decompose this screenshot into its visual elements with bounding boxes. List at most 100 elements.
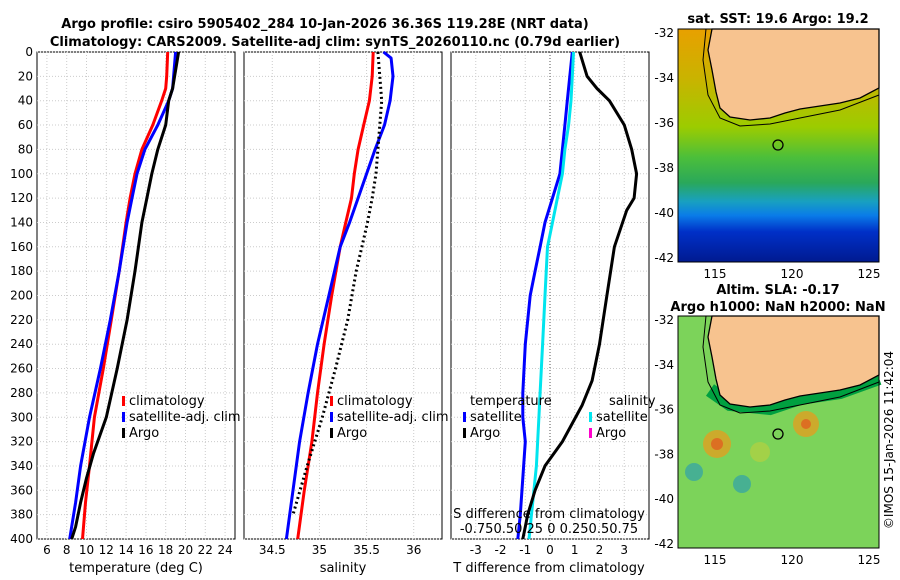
temperature-xlabel: temperature (deg C) <box>69 561 203 576</box>
difference-xlabel: T difference from climatology <box>452 561 645 576</box>
salinity-xlabel: salinity <box>320 561 367 576</box>
legend-swatch-satellite <box>122 412 125 422</box>
sla-anomaly <box>801 419 811 429</box>
y-tick-label: 60 <box>18 118 33 132</box>
x-tick-label: 14 <box>118 543 133 557</box>
map-y-tick-label: -42 <box>654 537 674 551</box>
legend-title-salinity: salinity <box>609 394 656 409</box>
y-tick-label: 340 <box>10 459 33 473</box>
legend-swatch-argo <box>122 428 125 438</box>
map-y-tick-label: -32 <box>654 313 674 327</box>
x-tick-label: 2 <box>596 543 604 557</box>
legend-label-argo: Argo <box>129 426 159 441</box>
map-x-tick-label: 120 <box>781 553 804 567</box>
difference-top-label: S difference from climatology <box>453 507 645 522</box>
x-tick-label: 6 <box>43 543 51 557</box>
y-tick-label: 220 <box>10 313 33 327</box>
sla-map-frame <box>677 315 880 549</box>
sla-map-title-line1: Altim. SLA: -0.17 <box>716 283 839 298</box>
y-tick-label: 200 <box>10 289 33 303</box>
y-tick-label: 40 <box>18 94 33 108</box>
legend-swatch-satellite <box>330 412 333 422</box>
map-x-tick-label: 115 <box>704 267 727 281</box>
y-tick-label: 100 <box>10 167 33 181</box>
grid-layer <box>37 51 649 540</box>
depth-contour <box>702 28 880 127</box>
sla-map-title-line2: Argo h1000: NaN h2000: NaN <box>670 300 885 315</box>
legend-title-temperature: temperature <box>470 394 552 409</box>
map-y-tick-label: -40 <box>654 492 674 506</box>
argo-position-marker <box>772 428 784 440</box>
argo-position-marker <box>772 139 784 151</box>
figure-title-line1: Argo profile: csiro 5905402_284 10-Jan-2… <box>61 17 588 32</box>
y-tick-label: 120 <box>10 191 33 205</box>
map-x-tick-label: 125 <box>858 553 881 567</box>
series-line-satellite-salinity- <box>527 51 575 540</box>
temperature-legend: climatology satellite-adj. clim Argo <box>122 394 241 441</box>
y-tick-label: 140 <box>10 215 33 229</box>
map-y-tick-label: -34 <box>654 71 674 85</box>
series-line-climatology <box>296 51 375 540</box>
legend-swatch-climatology <box>122 396 125 406</box>
sla-anomaly <box>711 438 723 450</box>
y-tick-label: 320 <box>10 435 33 449</box>
series-line-argo <box>70 51 181 540</box>
legend-swatch-sal-argo <box>589 428 592 438</box>
series-line-argo-temperature- <box>521 51 639 540</box>
map-y-tick-label: -38 <box>654 161 674 175</box>
map-x-tick-label: 120 <box>781 267 804 281</box>
imos-credit: ©IMOS 15-Jan-2026 11:42:04 <box>882 351 896 529</box>
x-tick-label: 3 <box>620 543 628 557</box>
y-tick-label: 300 <box>10 410 33 424</box>
sst-map-ticks: 115 120 125 -32 -34 -36 -38 -40 -42 <box>654 26 880 281</box>
map-y-tick-label: -40 <box>654 206 674 220</box>
legend-label-satellite: satellite-adj. clim <box>129 410 241 425</box>
legend-label-temp-argo: Argo <box>470 426 500 441</box>
legend-swatch-sal-satellite <box>589 412 592 422</box>
sst-map-title: sat. SST: 19.6 Argo: 19.2 <box>687 12 868 27</box>
x-tick-label: 22 <box>198 543 213 557</box>
series-line-satellite-temperature- <box>516 51 574 540</box>
map-x-tick-label: 115 <box>704 553 727 567</box>
y-tick-label: 280 <box>10 386 33 400</box>
y-tick-label: 80 <box>18 142 33 156</box>
legend-label-climatology: climatology <box>337 394 413 409</box>
legend-label-temp-satellite: satellite <box>470 410 522 425</box>
difference-legend: temperature satellite Argo salinity sate… <box>463 394 656 441</box>
map-y-tick-label: -36 <box>654 116 674 130</box>
y-tick-label: 180 <box>10 264 33 278</box>
x-tick-label: -1 <box>519 543 531 557</box>
sla-map-ticks: 115 120 125 -32 -34 -36 -38 -40 -42 <box>654 313 880 567</box>
depth-contour <box>702 315 880 414</box>
y-tick-label: 400 <box>10 532 33 546</box>
x-tick-label: 18 <box>158 543 173 557</box>
y-tick-label: 160 <box>10 240 33 254</box>
y-tick-label: 0 <box>25 45 33 59</box>
legend-swatch-argo <box>330 428 333 438</box>
land-mass <box>707 28 880 121</box>
sla-anomaly <box>685 463 703 481</box>
x-tick-label: -2 <box>495 543 507 557</box>
legend-swatch-temp-satellite <box>463 412 466 422</box>
legend-label-sal-satellite: satellite <box>596 410 648 425</box>
figure-title-line2: Climatology: CARS2009. Satellite-adj cli… <box>50 35 620 50</box>
legend-swatch-temp-argo <box>463 428 466 438</box>
map-y-tick-label: -34 <box>654 358 674 372</box>
series-layer <box>68 50 639 540</box>
y-tick-label: 380 <box>10 508 33 522</box>
x-tick-label: -3 <box>470 543 482 557</box>
map-y-tick-label: -32 <box>654 26 674 40</box>
x-tick-label: 1 <box>571 543 579 557</box>
x-tick-label: 0 <box>546 543 554 557</box>
sla-anomaly <box>750 442 770 462</box>
sst-map-frame <box>677 28 880 263</box>
x-tick-label: 10 <box>79 543 94 557</box>
x-tick-label: 35.5 <box>353 543 380 557</box>
tick-layer: 6 8 10 12 14 16 18 20 22 240204060801001201401601… <box>10 45 628 557</box>
y-tick-label: 260 <box>10 362 33 376</box>
sla-anomaly <box>733 475 751 493</box>
x-tick-label: 16 <box>138 543 153 557</box>
x-tick-label: 20 <box>178 543 193 557</box>
salinity-legend: climatology satellite-adj. clim Argo <box>330 394 449 441</box>
